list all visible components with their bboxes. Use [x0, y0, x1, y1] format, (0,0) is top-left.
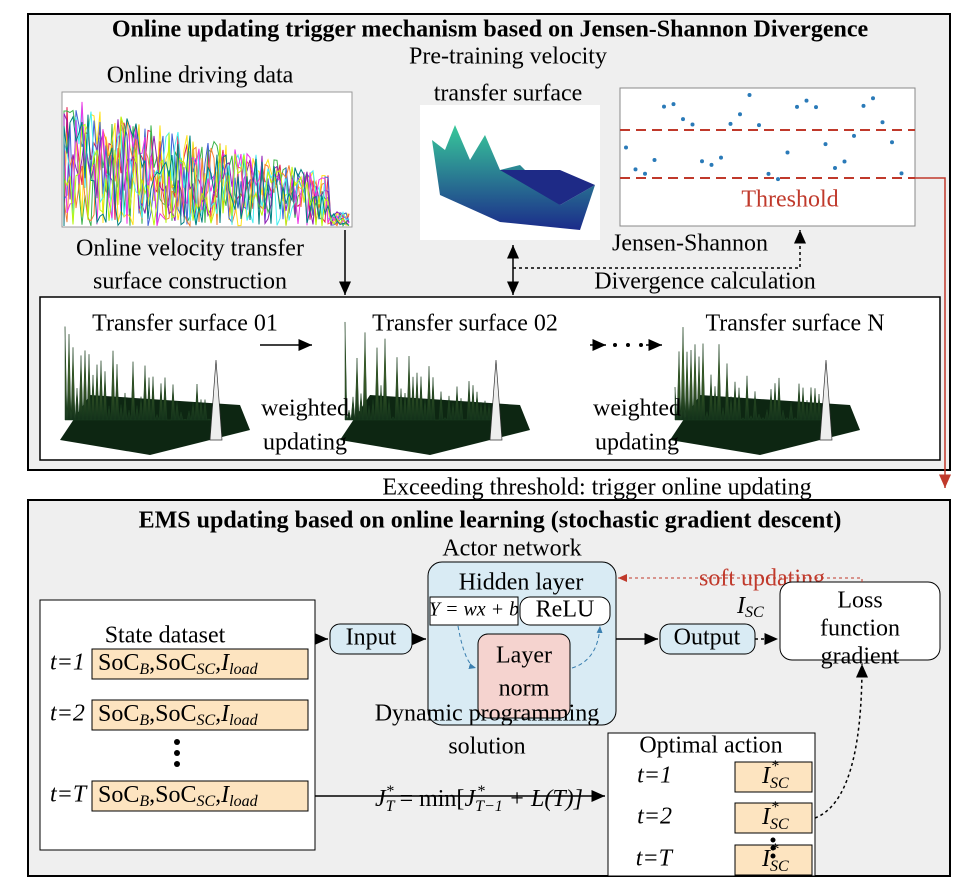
label: Dynamic programming	[375, 701, 600, 727]
cell-text: ISC*	[761, 799, 789, 833]
label: Online velocity transfer	[76, 236, 304, 262]
row-label: t=1	[50, 650, 85, 676]
label: Exceeding threshold: trigger online upda…	[382, 475, 811, 501]
label: Actor network	[442, 536, 581, 562]
label: updating	[263, 430, 347, 456]
trigger-arrow	[915, 177, 951, 488]
label: Transfer surface N	[705, 311, 884, 337]
cell-text: ISC*	[761, 758, 789, 792]
row-label: t=1	[637, 763, 672, 789]
cell-text: SoCB,SoCSC,Iload	[98, 650, 259, 678]
arrow	[513, 230, 806, 269]
label: updating	[595, 430, 679, 456]
ellipsis	[174, 739, 180, 767]
cell	[734, 761, 813, 793]
label: weighted	[261, 396, 349, 422]
ellipsis	[613, 343, 643, 347]
cell	[734, 802, 813, 834]
label: solution	[448, 734, 525, 760]
row-label: t=T	[50, 782, 88, 808]
label: Loss	[837, 588, 882, 614]
label: Input	[346, 625, 397, 651]
label: Optimal action	[639, 733, 782, 759]
equation: JT* = min[JT−1* + L(T)]	[375, 783, 583, 815]
label: Hidden layer	[459, 570, 584, 596]
cell-text: SoCB,SoCSC,Iload	[98, 782, 259, 810]
arrow	[814, 663, 868, 819]
label: surface construction	[93, 269, 287, 295]
label: ReLU	[536, 597, 595, 623]
panel-title: EMS updating based on online learning (s…	[139, 508, 842, 534]
box	[429, 596, 519, 626]
label: weighted	[593, 396, 681, 422]
divergence-plot	[619, 87, 916, 227]
cell	[91, 699, 309, 731]
row-label: t=2	[50, 701, 85, 727]
row-label: t=T	[636, 846, 674, 872]
cell	[91, 648, 309, 680]
symbol: ISC	[736, 593, 764, 621]
cell	[91, 780, 309, 812]
label: Layer	[496, 643, 552, 669]
box	[477, 633, 571, 719]
label: Transfer surface 01	[92, 311, 278, 337]
label: Y = wx + b	[429, 599, 519, 621]
label: Jensen-Shannon	[612, 231, 768, 257]
label: norm	[499, 676, 550, 702]
label: gradient	[821, 644, 900, 670]
arrow	[457, 625, 477, 670]
panel-title: Online updating trigger mechanism based …	[112, 17, 869, 43]
label: Output	[674, 625, 741, 651]
label: State dataset	[105, 623, 226, 649]
label: Divergence calculation	[594, 269, 815, 295]
cell-text: SoCB,SoCSC,Iload	[98, 701, 259, 729]
label: transfer surface	[434, 81, 583, 107]
label: Pre-training velocity	[409, 44, 607, 70]
pretrain-surface	[420, 105, 600, 240]
label: Online driving data	[107, 63, 294, 89]
box	[779, 581, 941, 661]
ellipsis	[770, 837, 776, 859]
label: Transfer surface 02	[372, 311, 558, 337]
label: function	[820, 616, 900, 642]
driving-data-plot	[61, 91, 353, 228]
arrow	[618, 574, 863, 582]
surfaces	[60, 321, 860, 455]
threshold-label: Threshold	[741, 187, 838, 213]
row-label: t=2	[637, 804, 672, 830]
box	[519, 596, 611, 626]
